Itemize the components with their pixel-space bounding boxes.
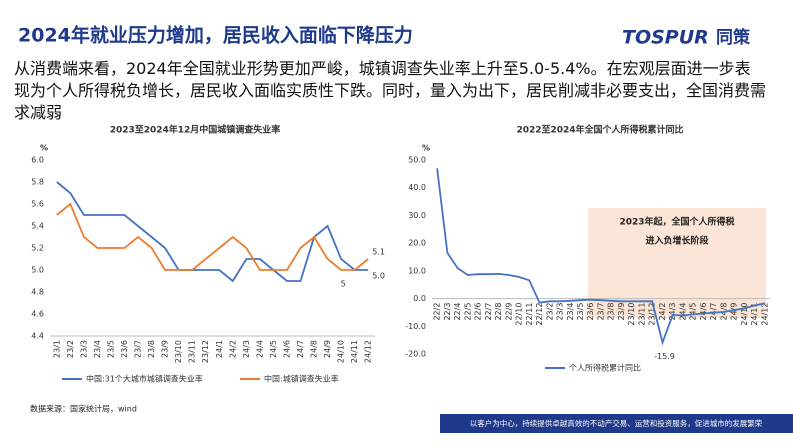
x-tick-label: 22/12 (535, 303, 544, 326)
legend-label: 个人所得税累计同比 (569, 363, 641, 373)
y-tick-label: 10.0 (408, 266, 426, 275)
y-tick-label: 5.8 (31, 178, 44, 187)
y-tick-label: 50.0 (408, 156, 426, 165)
x-tick-label: 24/8 (310, 340, 319, 358)
y-tick-label: 20.0 (408, 239, 426, 248)
annotation-box (588, 208, 766, 318)
x-tick-label: 22/6 (474, 303, 483, 321)
x-tick-label: 23/11 (637, 303, 646, 326)
x-tick-label: 23/5 (106, 340, 115, 358)
series-line (56, 202, 369, 271)
x-tick-label: 23/5 (576, 303, 585, 321)
annotation: 进入负增长阶段 (645, 235, 709, 247)
x-tick-label: 23/2 (545, 303, 554, 321)
logo-brand: TOSPUR (622, 27, 709, 49)
logo-cn: 同策 (716, 27, 751, 48)
x-tick-label: 24/11 (750, 303, 759, 326)
x-tick-label: 24/5 (269, 340, 278, 358)
x-tick-label: 23/12 (201, 340, 210, 363)
x-tick-label: 23/7 (597, 303, 606, 321)
x-tick-label: 23/6 (586, 303, 595, 321)
x-tick-label: 24/4 (255, 340, 264, 358)
x-tick-label: 23/4 (93, 340, 102, 358)
y-tick-label: 5.2 (31, 244, 44, 253)
value-label: 5 (341, 280, 346, 289)
y-tick-label: -20.0 (405, 350, 426, 359)
x-tick-label: 22/5 (463, 303, 472, 321)
legend-label: 中国:城镇调查失业率 (264, 374, 339, 384)
series-line (436, 168, 766, 346)
x-tick-label: 24/12 (760, 303, 769, 326)
y-tick-label: 5.6 (31, 200, 44, 209)
x-tick-label: 24/11 (350, 340, 359, 363)
x-tick-label: 23/9 (617, 303, 626, 321)
x-tick-label: 23/2 (66, 340, 75, 358)
x-tick-label: 23/10 (174, 340, 183, 363)
x-tick-label: 24/4 (678, 303, 687, 321)
x-tick-label: 23/1 (52, 340, 61, 358)
x-tick-label: 22/11 (525, 303, 534, 326)
y-tick-label: 5.0 (31, 266, 44, 275)
chart-title: 2022至2024年全国个人所得税累计同比 (516, 124, 683, 136)
value-label: -15.9 (654, 352, 675, 361)
slide-title: 2024年就业压力增加，居民收入面临下降压力 (18, 24, 413, 47)
y-tick-label: -10.0 (405, 322, 426, 331)
x-tick-label: 22/4 (453, 303, 462, 321)
series-line (56, 181, 369, 283)
x-tick-label: 22/2 (433, 303, 442, 321)
x-tick-label: 23/7 (134, 340, 143, 358)
x-tick-label: 24/7 (296, 340, 305, 358)
x-tick-label: 24/5 (689, 303, 698, 321)
y-unit: % (422, 144, 430, 153)
x-tick-label: 24/9 (323, 340, 332, 358)
x-tick-label: 24/7 (709, 303, 718, 321)
x-tick-label: 24/3 (668, 303, 677, 321)
x-tick-label: 22/3 (443, 303, 452, 321)
x-tick-label: 23/3 (79, 340, 88, 358)
x-tick-label: 22/8 (494, 303, 503, 321)
x-tick-label: 23/6 (120, 340, 129, 358)
slogan: 以客户为中心，持续提供卓越高效的不动产交易、运营和投资服务，促进城市的发展繁荣 (470, 418, 763, 428)
y-tick-label: 6.0 (31, 156, 44, 165)
x-tick-label: 24/6 (699, 303, 708, 321)
x-tick-label: 24/2 (228, 340, 237, 358)
x-tick-label: 24/3 (242, 340, 251, 358)
annotation: 2023年起，全国个人所得税 (619, 216, 734, 228)
x-tick-label: 24/10 (337, 340, 346, 363)
x-tick-label: 23/8 (607, 303, 616, 321)
x-tick-label: 22/10 (515, 303, 524, 326)
y-tick-label: 4.4 (31, 332, 44, 341)
x-tick-label: 23/9 (161, 340, 170, 358)
paragraph: 从消费端来看，2024年全国就业形势更加严峻，城镇调查失业率上升至5.0-5.4… (14, 59, 767, 122)
source: 数据来源：国家统计局，wind (30, 404, 137, 414)
x-tick-label: 24/12 (364, 340, 373, 363)
slogan-bar (440, 414, 793, 433)
y-tick-label: 4.8 (31, 288, 44, 297)
y-tick-label: 40.0 (408, 183, 426, 192)
value-label: 5.1 (372, 248, 385, 257)
x-tick-label: 22/9 (504, 303, 513, 321)
y-tick-label: 5.4 (31, 222, 44, 231)
x-tick-label: 24/10 (740, 303, 749, 326)
x-tick-label: 24/2 (658, 303, 667, 321)
x-tick-label: 24/6 (282, 340, 291, 358)
x-tick-label: 23/8 (147, 340, 156, 358)
chart-title: 2023至2024年12月中国城镇调查失业率 (110, 124, 281, 136)
x-tick-label: 23/11 (188, 340, 197, 363)
y-tick-label: 0.0 (413, 294, 426, 303)
value-label: 5.0 (372, 272, 385, 281)
x-tick-label: 22/7 (484, 303, 493, 321)
legend-label: 中国:31个大城市城镇调查失业率 (86, 374, 203, 384)
x-tick-label: 23/10 (627, 303, 636, 326)
x-tick-label: 23/3 (556, 303, 565, 321)
x-tick-label: 24/9 (730, 303, 739, 321)
y-tick-label: 4.6 (31, 310, 44, 319)
y-unit: % (40, 144, 48, 153)
x-tick-label: 23/12 (648, 303, 657, 326)
x-tick-label: 23/4 (566, 303, 575, 321)
x-tick-label: 24/1 (215, 340, 224, 358)
y-tick-label: 30.0 (408, 211, 426, 220)
